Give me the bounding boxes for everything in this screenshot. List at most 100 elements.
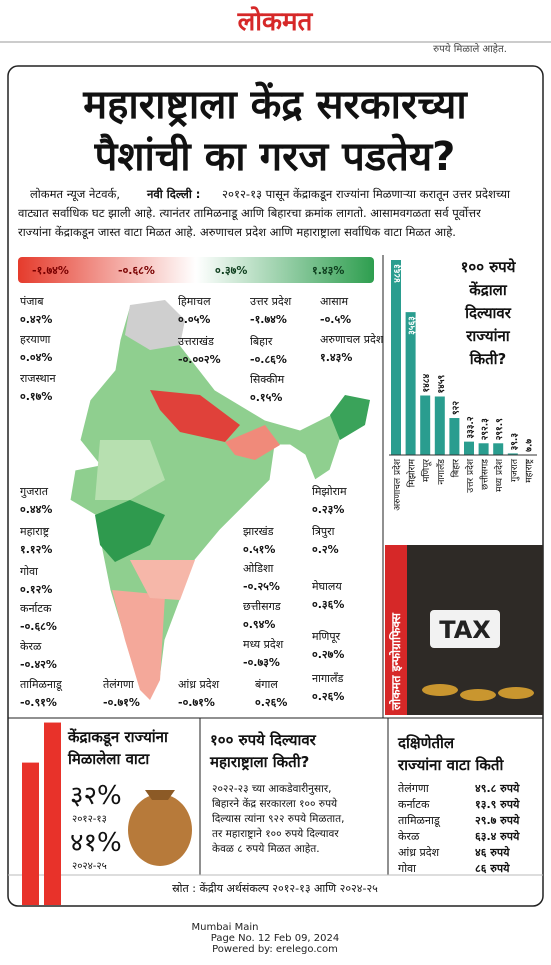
state-name: आसाम <box>320 295 349 308</box>
tax-block <box>430 610 500 648</box>
state-name: त्रिपुरा <box>312 525 335 538</box>
source: स्रोत : केंद्रीय अर्थसंकल्प २०१२-१३ आणि … <box>172 882 378 895</box>
state-value: -०.५% <box>320 313 351 326</box>
maharashtra-text: दिल्यास त्यांना ९२२ रुपये मिळतात, <box>212 812 344 825</box>
state-name: हरयाणा <box>20 333 51 346</box>
india-map <box>69 299 371 701</box>
footer-line: Page No. 12 Feb 09, 2024 <box>211 933 340 944</box>
south-value: ४६ रुपये <box>475 845 510 859</box>
state-name: नागालँड <box>312 672 343 685</box>
state-name: पंजाब <box>20 295 44 308</box>
state-value: ०.०४% <box>20 351 52 364</box>
legend-label: ०.३७% <box>215 264 247 277</box>
state-name: छत्तीसगड <box>243 600 281 613</box>
map-north <box>125 300 185 350</box>
state-name: उत्तर प्रदेश <box>250 295 292 308</box>
bar-value-label: १४५९ <box>437 374 447 393</box>
bar <box>493 443 504 455</box>
state-name: झारखंड <box>243 525 274 538</box>
bar <box>507 453 518 455</box>
bar-category: अरुणाचल प्रदेश <box>391 458 403 511</box>
intro-line: वाट्यात सर्वाधिक घट झाली आहे. त्यानंतर त… <box>18 206 481 221</box>
state-name: गुजरात <box>20 485 49 498</box>
state-value: -१.७४% <box>250 313 287 326</box>
state-value: ०.१७% <box>20 390 52 403</box>
state-value: ०.१५% <box>250 391 282 404</box>
bar <box>391 260 401 455</box>
state-value: ०.२७% <box>312 648 344 661</box>
tag-strip <box>385 545 407 715</box>
bar-value-label: ३३३.२ <box>466 416 476 438</box>
share-bar <box>22 762 39 905</box>
bar-value-label: ३९.३ <box>510 433 520 451</box>
state-name: तेलंगणा <box>103 678 134 691</box>
share-title: केंद्राकडून राज्यांना <box>67 728 169 747</box>
state-name: मध्य प्रदेश <box>243 638 284 651</box>
headline: पैशांची का गरज पडतेय? <box>94 133 456 180</box>
south-value: १३.९ रुपये <box>475 797 520 811</box>
state-value: ०.४२% <box>20 313 52 326</box>
bar-value-label: ४८६३ <box>393 264 403 283</box>
state-value: ०.२६% <box>312 690 344 703</box>
headline: महाराष्ट्राला केंद्र सरकारच्या <box>82 81 468 128</box>
state-value: ०.०५% <box>178 313 210 326</box>
bar-category: बिहार <box>449 459 461 478</box>
state-value: -०.९१% <box>20 696 57 709</box>
share-value: ४१% <box>70 828 122 858</box>
tax-label: TAX <box>439 616 491 644</box>
maharashtra-text: २०२२-२३ च्या आकडेवारीनुसार, <box>212 782 331 795</box>
south-state: केरळ <box>398 830 420 843</box>
state-name: बंगाल <box>255 678 278 691</box>
bar-value-label: १४८४ <box>422 373 432 392</box>
intro-line: राज्यांना केंद्राकडून जास्त वाटा मिळत आह… <box>18 225 456 240</box>
south-state: तेलंगणा <box>398 782 429 795</box>
infographic-tag: लोकमत इन्फोग्राफिक्स <box>389 612 403 711</box>
bar-value-label: ७.७ <box>524 439 534 452</box>
state-value: -०.७३% <box>243 656 280 669</box>
map-region <box>95 500 165 562</box>
bar-category: महाराष्ट्र <box>524 458 534 483</box>
coin <box>498 687 534 699</box>
state-value: -०.६८% <box>20 620 57 633</box>
state-name: मणिपूर <box>312 630 341 644</box>
state-name: गोवा <box>20 565 38 578</box>
state-name: आंध्र प्रदेश <box>178 678 220 691</box>
map-region <box>150 390 240 442</box>
bar-category: गुजरात <box>510 458 520 482</box>
state-value: ०.२३% <box>312 503 344 516</box>
bar-category: नागालँड <box>435 459 447 485</box>
south-state: कर्नाटक <box>398 798 430 811</box>
footer-line: Mumbai Main <box>191 922 258 933</box>
bar-value-label: २९२.३ <box>481 418 491 440</box>
bar-category: उत्तर प्रदेश <box>464 458 476 493</box>
share-bar <box>44 722 61 905</box>
maharashtra-title: १०० रुपये दिल्यावर <box>210 731 317 749</box>
share-value: ३२% <box>70 781 122 811</box>
state-value: ०.१२% <box>20 583 52 596</box>
state-name: उत्तराखंड <box>178 335 214 348</box>
state-value: -०.४२% <box>20 658 57 671</box>
map-region <box>95 440 165 500</box>
coin <box>422 684 458 696</box>
legend-label: १.४३% <box>312 264 344 277</box>
south-state: गोवा <box>398 862 416 875</box>
south-value: ८६ रुपये <box>475 861 510 875</box>
bar-chart-title: किती? <box>469 350 507 368</box>
bar-chart-title: १०० रुपये <box>461 258 517 276</box>
dateline: नवी दिल्ली : <box>146 187 200 201</box>
state-value: -०.८६% <box>250 353 287 366</box>
state-value: १.४३% <box>320 351 352 364</box>
south-title: राज्यांना वाटा किती <box>397 756 504 774</box>
bar-chart-title: दिल्यावर <box>464 304 512 322</box>
map-region <box>225 425 280 460</box>
state-name: अरुणाचल प्रदेश <box>320 333 384 346</box>
bar <box>405 312 416 455</box>
maharashtra-text: केवळ ८ रुपये मिळत आहेत. <box>212 842 320 855</box>
state-name: हिमाचल <box>178 295 211 308</box>
state-value: -०.७१% <box>103 696 140 709</box>
south-value: ६३.४ रुपये <box>475 829 520 843</box>
state-name: बिहार <box>250 335 273 348</box>
share-year: २०१२-१३ <box>72 814 107 825</box>
south-title: दक्षिणेतील <box>397 734 455 752</box>
